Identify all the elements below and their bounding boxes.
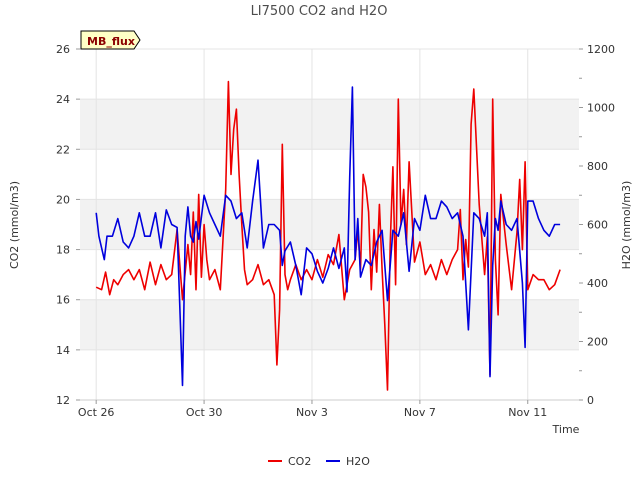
y-tick-label-right: 400 bbox=[587, 277, 608, 290]
mb-flux-badge: MB_flux bbox=[80, 30, 141, 50]
badge-label: MB_flux bbox=[87, 35, 135, 48]
y-tick-label-left: 20 bbox=[56, 193, 70, 206]
y-tick-label-left: 24 bbox=[56, 93, 70, 106]
y-tick-label-left: 14 bbox=[56, 344, 70, 357]
series-layer bbox=[95, 80, 561, 391]
legend: CO2 H2O bbox=[268, 455, 370, 468]
x-tick-label: Oct 30 bbox=[186, 406, 223, 419]
y-tick-label-left: 18 bbox=[56, 244, 70, 257]
y-tick-label-left: 22 bbox=[56, 143, 70, 156]
y-axis-label-left: CO2 (mmol/m3) bbox=[8, 181, 21, 269]
y-tick-label-left: 12 bbox=[56, 394, 70, 407]
x-tick-label: Nov 11 bbox=[508, 406, 547, 419]
plot-band bbox=[80, 299, 579, 350]
chart-title: LI7500 CO2 and H2O bbox=[251, 4, 388, 19]
plot-band bbox=[80, 99, 579, 150]
y-tick-label-right: 800 bbox=[587, 160, 608, 173]
x-axis-label: Time bbox=[552, 423, 580, 436]
x-tick-label: Oct 26 bbox=[78, 406, 115, 419]
y-tick-label-right: 0 bbox=[587, 394, 594, 407]
series-line-h2o bbox=[95, 86, 561, 387]
y-tick-label-left: 16 bbox=[56, 294, 70, 307]
y-tick-label-left: 26 bbox=[56, 43, 70, 56]
series-line-co2 bbox=[95, 80, 561, 391]
y-tick-label-right: 1200 bbox=[587, 43, 615, 56]
x-tick-label: Nov 7 bbox=[404, 406, 436, 419]
badge-shape bbox=[80, 30, 141, 50]
legend-label-h2o: H2O bbox=[346, 455, 370, 468]
legend-label-co2: CO2 bbox=[288, 455, 311, 468]
y-tick-label-right: 1000 bbox=[587, 102, 615, 115]
x-tick-label: Nov 3 bbox=[296, 406, 328, 419]
y-tick-label-right: 200 bbox=[587, 336, 608, 349]
y-axis-label-right: H2O (mmol/m3) bbox=[620, 181, 633, 270]
y-tick-label-right: 600 bbox=[587, 219, 608, 232]
axes-layer: Oct 26 Oct 30 Nov 3 Nov 7 Nov 11 12 14 16 18 20 22… bbox=[56, 43, 615, 419]
